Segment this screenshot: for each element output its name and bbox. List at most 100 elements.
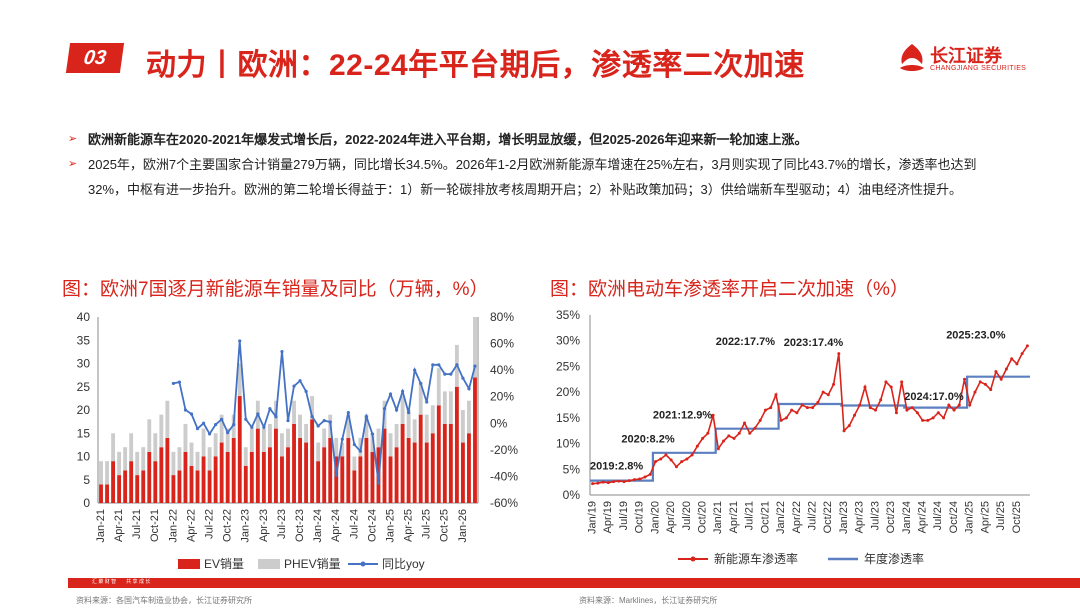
- yoy-point: [437, 363, 441, 367]
- ev-bar: [99, 484, 103, 503]
- ev-bar: [219, 442, 224, 503]
- x-tick-label: Jan-21: [95, 509, 107, 543]
- penetration-point: [674, 465, 678, 469]
- bullet-arrow-icon: ➢: [68, 158, 78, 170]
- x-tick-label: Apr-23: [258, 509, 270, 542]
- phev-bar: [171, 451, 176, 476]
- x-tick-label: Jan-24: [312, 509, 324, 543]
- summary-bullets: ➢ 欧洲新能源车在2020-2021年爆发式增长后，2022-2024年进入平台…: [68, 127, 1018, 202]
- ev-bar: [201, 456, 206, 503]
- penetration-point: [1025, 344, 1029, 348]
- phev-bar: [129, 433, 134, 462]
- penetration-point: [638, 477, 642, 481]
- penetration-point: [701, 436, 705, 440]
- penetration-point: [894, 411, 898, 415]
- legend-phev-swatch: [258, 559, 280, 569]
- penetration-point: [989, 388, 993, 392]
- yoy-point: [189, 412, 194, 416]
- ev-bar: [364, 437, 369, 503]
- x-tick-label: Jan/25: [964, 501, 976, 534]
- ev-bar: [207, 470, 212, 503]
- penetration-point: [926, 418, 930, 422]
- ev-bar: [310, 419, 315, 503]
- penetration-point: [837, 352, 841, 356]
- x-tick-label: Jul-21: [131, 509, 143, 539]
- penetration-point: [795, 411, 799, 415]
- phev-bar: [141, 447, 146, 471]
- phev-bar: [286, 428, 290, 448]
- penetration-point: [633, 478, 637, 482]
- yoy-point: [401, 389, 405, 393]
- ev-bar: [135, 475, 140, 503]
- x-tick-label: Oct-25: [439, 509, 451, 542]
- ev-bar: [442, 423, 447, 503]
- phev-bar: [400, 396, 405, 424]
- penetration-point: [905, 408, 909, 412]
- annual-annotation: 2022:17.7%: [716, 336, 776, 348]
- yoy-point: [443, 372, 447, 376]
- penetration-point: [622, 480, 626, 484]
- phev-bar: [267, 423, 272, 448]
- penetration-point: [659, 457, 663, 461]
- logo-text-cn: 长江证券: [930, 46, 1002, 66]
- penetration-point: [884, 380, 888, 384]
- phev-bar: [159, 414, 164, 448]
- chart-title-sales: 图：欧洲7国逐月新能源车销量及同比（万辆，%）: [62, 279, 489, 300]
- yoy-point: [407, 411, 411, 415]
- x-tick-label: Apr/25: [979, 501, 991, 533]
- yoy-point: [207, 432, 212, 436]
- x-tick-label: Jul/22: [807, 501, 819, 530]
- x-tick-label: Apr/19: [602, 501, 614, 533]
- ev-bar: [370, 451, 375, 503]
- penetration-point: [900, 380, 904, 384]
- x-tick-label: Jul/23: [869, 501, 881, 530]
- penetration-point: [732, 436, 736, 440]
- x-tick-label: Jul/25: [995, 501, 1007, 530]
- section-badge: 03: [65, 43, 125, 73]
- y-tick-label-right: 20%: [490, 390, 514, 404]
- penetration-point: [879, 398, 883, 402]
- penetration-point: [968, 403, 972, 407]
- phev-bar: [237, 363, 242, 397]
- ev-bar: [280, 456, 284, 503]
- yoy-point: [473, 364, 477, 368]
- penetration-point: [942, 416, 946, 420]
- ev-bar: [340, 456, 345, 503]
- bullet-item: ➢ 欧洲新能源车在2020-2021年爆发式增长后，2022-2024年进入平台…: [68, 127, 1018, 152]
- x-tick-label: Oct/25: [1011, 501, 1023, 533]
- penetration-point: [716, 447, 720, 451]
- phev-bar: [213, 433, 218, 457]
- sales-chart: 0 5 10 15 20 25 30 35 40 -60% -40% -20% 0% 20% 40% 60% 8…: [77, 310, 519, 571]
- phev-bar: [460, 410, 465, 443]
- phev-bar: [292, 400, 296, 424]
- phev-bar: [412, 419, 417, 443]
- legend-ev-label: EV销量: [204, 557, 244, 571]
- yoy-point: [310, 415, 314, 419]
- ev-bar: [352, 470, 357, 503]
- phev-bar: [105, 461, 109, 485]
- phev-bar: [189, 442, 194, 466]
- ev-bar: [394, 447, 399, 503]
- x-tick-label: Jan/22: [775, 501, 787, 534]
- yoy-point: [382, 407, 387, 411]
- y-tick-label-right: -60%: [490, 496, 518, 510]
- legend-yoy-marker: [360, 561, 366, 567]
- y-tick-label: 5%: [563, 462, 581, 476]
- phev-bar: [147, 419, 152, 452]
- penetration-point: [758, 418, 762, 422]
- x-tick-label: Jan/24: [901, 501, 913, 534]
- penetration-point: [931, 416, 935, 420]
- phev-bar: [418, 382, 423, 415]
- x-tick-label: Apr-24: [330, 509, 342, 542]
- penetration-point: [779, 418, 783, 422]
- phev-bar: [340, 442, 345, 457]
- ev-bar: [473, 377, 477, 503]
- ev-bar: [334, 456, 339, 503]
- annual-annotation: 2020:8.2%: [621, 433, 674, 445]
- yoy-point: [364, 415, 369, 419]
- y-tick-label-left: 10: [77, 450, 91, 464]
- yoy-point: [370, 432, 375, 436]
- ev-bar: [189, 465, 194, 503]
- phev-bar: [225, 428, 230, 452]
- phev-bar: [424, 414, 429, 443]
